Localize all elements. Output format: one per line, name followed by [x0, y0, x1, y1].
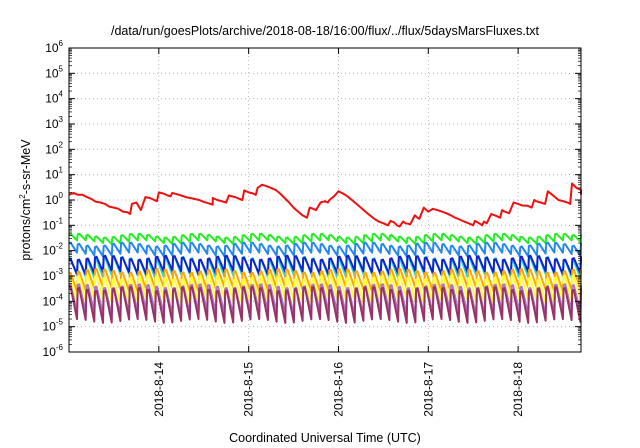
series-layer	[68, 182, 582, 324]
y-tick-label: 10-2	[43, 242, 64, 258]
x-tick-label: 2018-8-15	[242, 362, 256, 417]
x-tick-label: 2018-8-14	[152, 362, 166, 417]
x-tick-label: 2018-8-17	[421, 362, 435, 417]
y-tick-label: 103	[45, 115, 63, 131]
series-line-5	[68, 254, 582, 276]
y-tick-label: 100	[45, 191, 63, 207]
grid-lines	[69, 48, 581, 352]
y-tick-label: 105	[45, 64, 63, 80]
y-axis-label: protons/cm2-s-sr-MeV	[18, 139, 33, 261]
x-tick-label: 2018-8-16	[331, 362, 345, 417]
x-axis-ticks: 2018-8-14 2018-8-15 2018-8-16 2018-8-17 2018…	[152, 48, 525, 417]
y-tick-label: 10-3	[43, 267, 64, 283]
x-axis-label: Coordinated Universal Time (UTC)	[229, 431, 421, 445]
chart-title: /data/run/goesPlots/archive/2018-08-18/1…	[111, 24, 540, 38]
y-tick-label: 10-1	[43, 216, 64, 232]
y-tick-label: 10-4	[43, 292, 64, 308]
series-line-2	[68, 232, 582, 246]
y-tick-label: 10-6	[43, 343, 64, 359]
series-line-3	[68, 241, 582, 258]
series-line-1	[68, 182, 582, 228]
y-tick-label: 104	[45, 90, 63, 106]
y-tick-label: 101	[45, 166, 63, 182]
y-axis-ticks: 10-6 10-5 10-4 10-3 10-2 10-1 100 101 102 103 104 1…	[43, 39, 581, 359]
y-tick-label: 102	[45, 140, 63, 156]
y-tick-label: 10-5	[43, 318, 64, 334]
y-tick-label: 106	[45, 39, 63, 55]
x-tick-label: 2018-8-18	[511, 362, 525, 417]
series-line-9	[68, 286, 582, 324]
